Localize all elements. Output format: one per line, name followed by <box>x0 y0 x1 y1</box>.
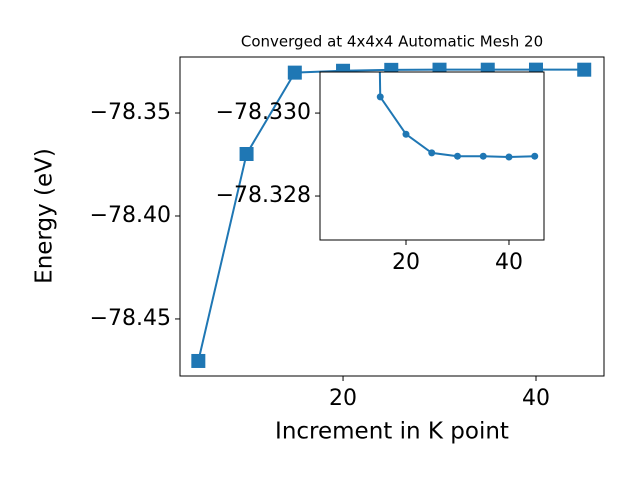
plot-area <box>376 72 539 161</box>
marker <box>376 93 384 101</box>
y-tick-label: −78.330 <box>216 100 311 125</box>
y-axis-label: Energy (eV) <box>32 148 58 284</box>
axes-frame <box>319 71 545 241</box>
x-tick-label: 20 <box>392 250 420 275</box>
marker <box>479 152 487 160</box>
chart-title: Converged at 4x4x4 Automatic Mesh 20 <box>241 33 543 51</box>
marker <box>191 353 206 368</box>
x-tick-label: 20 <box>329 386 357 411</box>
x-tick-label: 40 <box>522 386 550 411</box>
y-tick-label: −78.40 <box>90 203 171 228</box>
x-tick-label: 40 <box>495 250 523 275</box>
x-axis-label: Increment in K point <box>275 419 509 445</box>
marker <box>239 146 254 161</box>
y-tick-label: −78.328 <box>216 183 311 208</box>
marker <box>577 62 592 77</box>
marker <box>287 65 302 80</box>
marker <box>428 149 436 157</box>
axes-frame <box>179 56 605 377</box>
marker <box>402 130 410 138</box>
marker <box>531 152 539 160</box>
marker <box>505 153 513 161</box>
y-tick-label: −78.45 <box>90 306 171 331</box>
y-tick-label: −78.35 <box>90 100 171 125</box>
marker <box>453 152 461 160</box>
